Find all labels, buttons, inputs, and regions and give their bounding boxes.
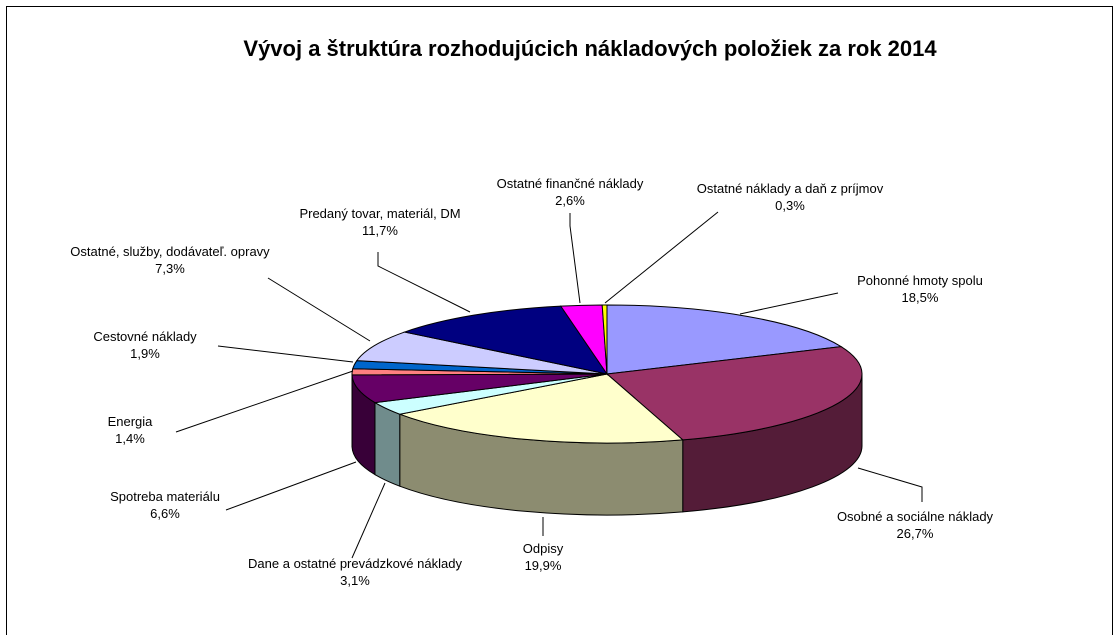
- leader-line: [739, 292, 839, 315]
- leader-line: [175, 370, 354, 433]
- data-label: Ostatné, služby, dodávateľ. opravy 7,3%: [65, 243, 275, 277]
- chart-frame: [6, 6, 1113, 635]
- data-label: Ostatné náklady a daň z príjmov 0,3%: [688, 180, 893, 214]
- label-value: 0,3%: [775, 198, 805, 213]
- label-name: Odpisy: [522, 541, 564, 556]
- label-name: Predaný tovar, materiál, DM: [299, 206, 461, 221]
- leader-line: [569, 213, 581, 304]
- label-name: Osobné a sociálne náklady: [836, 509, 994, 524]
- slice: [402, 305, 609, 375]
- label-value: 19,9%: [524, 558, 562, 573]
- label-name: Dane a ostatné prevádzkové náklady: [248, 556, 462, 571]
- slice: [397, 373, 684, 444]
- slice: [601, 304, 608, 375]
- data-label: Osobné a sociálne náklady 26,7%: [837, 508, 993, 542]
- label-value: 3,1%: [340, 573, 370, 588]
- label-value: 6,6%: [150, 506, 180, 521]
- leader-line: [217, 345, 354, 363]
- leader-line: [604, 211, 719, 304]
- label-name: Ostatné finančné náklady: [496, 176, 644, 191]
- label-name: Ostatné, služby, dodávateľ. opravy: [70, 244, 270, 259]
- label-value: 26,7%: [896, 526, 934, 541]
- label-value: 11,7%: [362, 223, 398, 238]
- data-label: Pohonné hmoty spolu 18,5%: [857, 272, 983, 306]
- leader-line: [267, 277, 371, 342]
- label-value: 2,6%: [555, 193, 585, 208]
- slice: [605, 346, 863, 441]
- label-name: Energia: [107, 414, 153, 429]
- data-label: Predaný tovar, materiál, DM 11,7%: [299, 205, 460, 239]
- data-label: Dane a ostatné prevádzkové náklady 3,1%: [240, 555, 470, 589]
- label-name: Pohonné hmoty spolu: [857, 273, 983, 288]
- label-name: Ostatné náklady a daň z príjmov: [696, 181, 884, 196]
- leader-line: [857, 467, 923, 502]
- label-name: Spotreba materiálu: [110, 489, 220, 504]
- data-label: Energia 1,4%: [108, 413, 153, 447]
- chart-title: Vývoj a štruktúra rozhodujúcich nákladov…: [243, 36, 937, 61]
- label-value: 7,3%: [155, 261, 185, 276]
- label-value: 18,5%: [901, 290, 939, 305]
- data-label: Odpisy 19,9%: [523, 540, 563, 574]
- label-value: 1,4%: [115, 431, 145, 446]
- data-label: Cestovné náklady 1,9%: [93, 328, 196, 362]
- slice: [606, 304, 843, 375]
- label-name: Cestovné náklady: [93, 329, 197, 344]
- leader-line: [225, 461, 357, 511]
- leader-line: [377, 252, 471, 313]
- data-label: Ostatné finančné náklady 2,6%: [497, 175, 644, 209]
- slice-side: [374, 401, 401, 487]
- leader-line: [351, 482, 386, 559]
- slice: [355, 331, 608, 375]
- data-label: Spotreba materiálu 6,6%: [110, 488, 220, 522]
- label-value: 1,9%: [130, 346, 160, 361]
